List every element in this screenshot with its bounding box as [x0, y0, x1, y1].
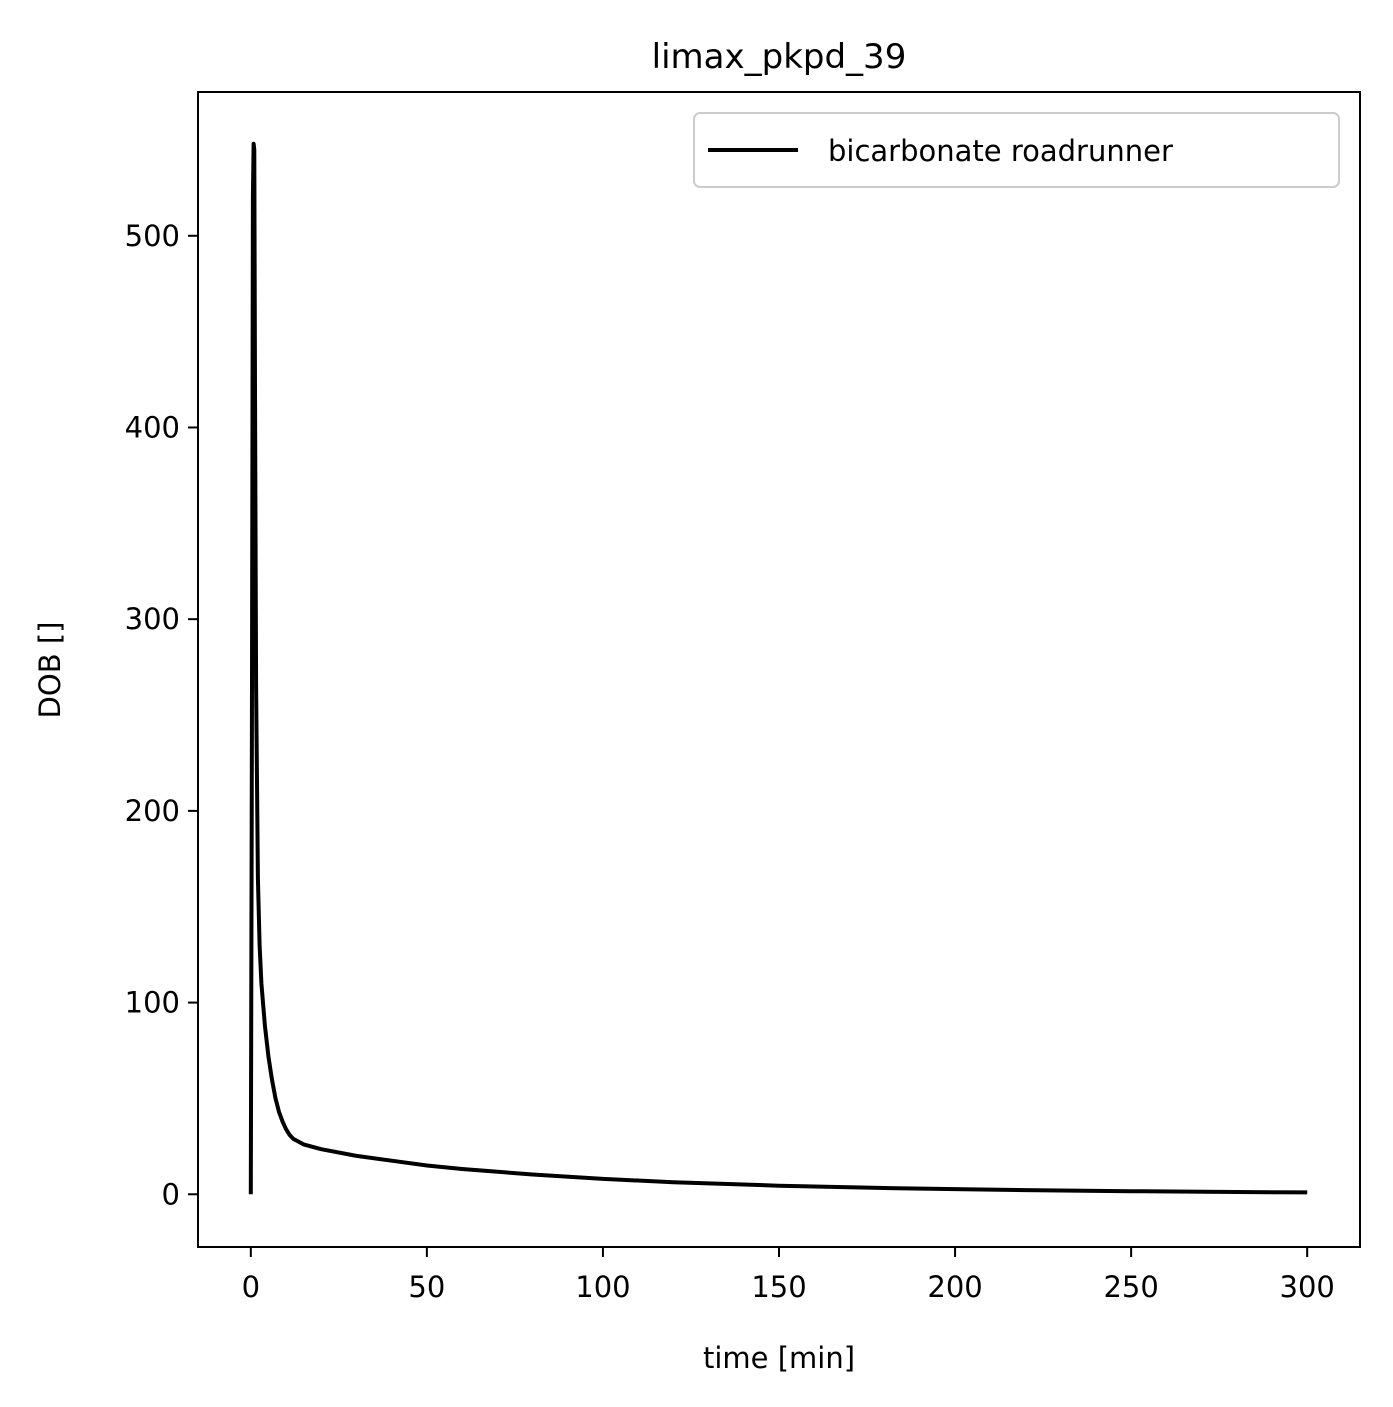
- y-tick-label: 100: [125, 986, 180, 1020]
- y-axis-label: DOB []: [33, 622, 67, 719]
- x-axis-label: time [min]: [703, 1341, 855, 1375]
- x-tick-label: 50: [408, 1270, 445, 1304]
- y-axis-ticks: 0 100 200 300 400 500: [125, 219, 198, 1211]
- x-tick-label: 200: [927, 1270, 982, 1304]
- y-tick-label: 300: [125, 602, 180, 636]
- x-tick-label: 100: [575, 1270, 630, 1304]
- plot-lines: [248, 141, 1308, 1195]
- plot-frame: [197, 91, 1361, 1248]
- x-tick-label: 300: [1280, 1270, 1335, 1304]
- legend-box: [693, 112, 1340, 188]
- x-tick-label: 0: [242, 1270, 260, 1304]
- x-tick-label: 250: [1103, 1270, 1158, 1304]
- x-axis-ticks: 0 50 100 150 200 250 300: [242, 1247, 1335, 1304]
- x-tick-label: 150: [751, 1270, 806, 1304]
- y-tick-label: 200: [125, 794, 180, 828]
- y-tick-label: 400: [125, 410, 180, 444]
- legend: bicarbonate roadrunner: [693, 112, 1340, 188]
- legend-label: bicarbonate roadrunner: [828, 134, 1173, 168]
- series-line-0: [248, 141, 1308, 1195]
- y-tick-label: 500: [125, 219, 180, 253]
- y-tick-label: 0: [162, 1177, 180, 1211]
- chart-title: limax_pkpd_39: [652, 37, 907, 77]
